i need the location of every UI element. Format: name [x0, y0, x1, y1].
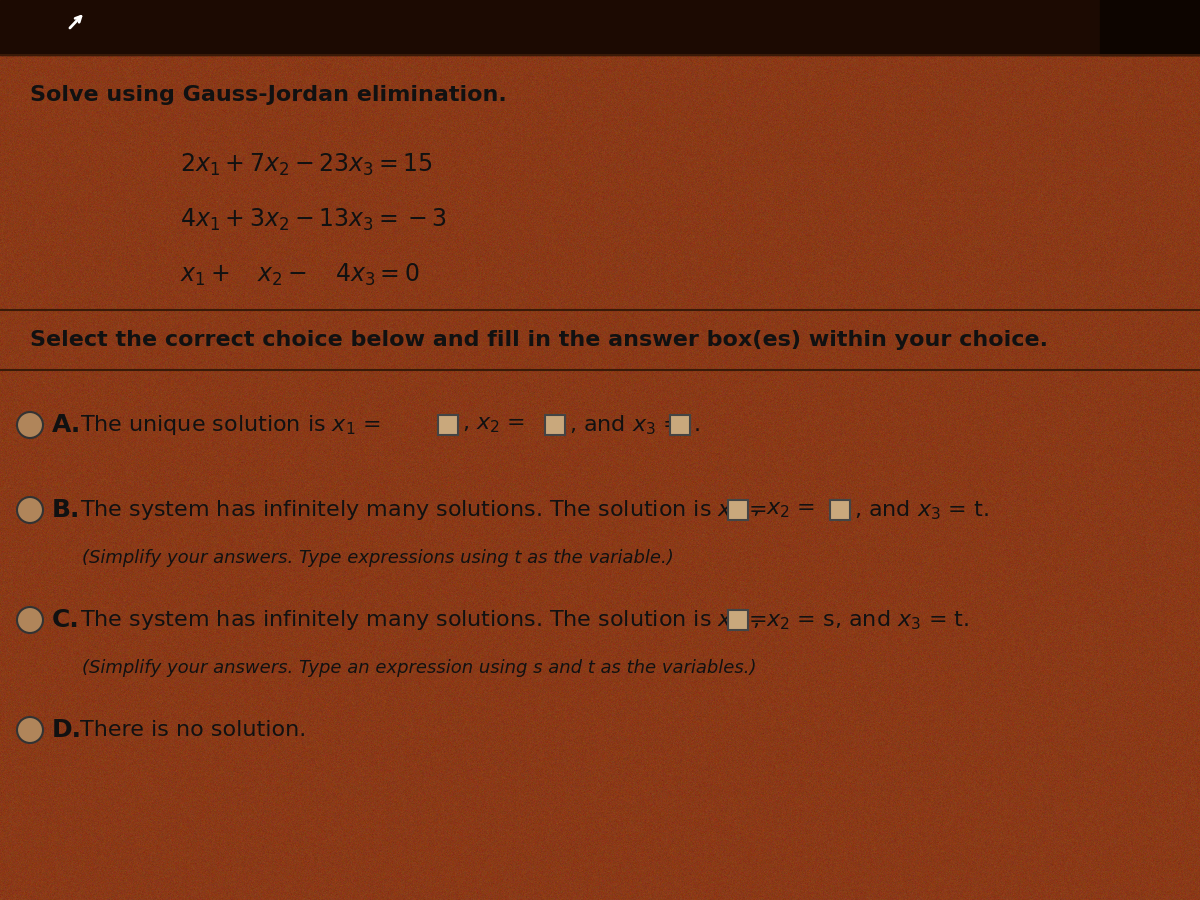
Bar: [0, 0, 1200, 55]
Bar: [1100, 0, 1200, 55]
Text: (Simplify your answers. Type an expression using s and t as the variables.): (Simplify your answers. Type an expressi…: [82, 659, 756, 677]
Text: The system has infinitely many solutions. The solution is $x_1$ =: The system has infinitely many solutions…: [80, 608, 767, 632]
Text: (Simplify your answers. Type expressions using t as the variable.): (Simplify your answers. Type expressions…: [82, 549, 673, 567]
Text: , $x_2$ =: , $x_2$ =: [752, 500, 815, 520]
FancyBboxPatch shape: [545, 415, 565, 435]
Text: There is no solution.: There is no solution.: [80, 720, 306, 740]
Circle shape: [17, 607, 43, 633]
Text: C.: C.: [52, 608, 79, 632]
Text: The system has infinitely many solutions. The solution is $x_1$ =: The system has infinitely many solutions…: [80, 498, 767, 522]
Text: .: .: [694, 415, 701, 435]
Text: D.: D.: [52, 718, 82, 742]
Text: $2x_1 + 7x_2 - 23x_3 = 15$: $2x_1 + 7x_2 - 23x_3 = 15$: [180, 152, 433, 178]
Text: , and $x_3$ =: , and $x_3$ =: [569, 413, 682, 436]
FancyBboxPatch shape: [830, 500, 850, 520]
Text: The unique solution is $x_1$ =: The unique solution is $x_1$ =: [80, 413, 380, 437]
FancyBboxPatch shape: [438, 415, 458, 435]
FancyBboxPatch shape: [728, 610, 748, 630]
Text: , $x_2$ =: , $x_2$ =: [462, 415, 526, 435]
FancyBboxPatch shape: [728, 500, 748, 520]
Text: B.: B.: [52, 498, 80, 522]
Text: $4x_1 + 3x_2 - 13x_3 = -3$: $4x_1 + 3x_2 - 13x_3 = -3$: [180, 207, 446, 233]
FancyBboxPatch shape: [670, 415, 690, 435]
Text: , and $x_3$ = t.: , and $x_3$ = t.: [854, 499, 989, 522]
Text: $x_1 + \quad x_2 - \quad 4x_3 = 0$: $x_1 + \quad x_2 - \quad 4x_3 = 0$: [180, 262, 420, 288]
Text: Select the correct choice below and fill in the answer box(es) within your choic: Select the correct choice below and fill…: [30, 330, 1048, 350]
Text: A.: A.: [52, 413, 82, 437]
Text: Solve using Gauss-Jordan elimination.: Solve using Gauss-Jordan elimination.: [30, 85, 506, 105]
Text: , $x_2$ = s, and $x_3$ = t.: , $x_2$ = s, and $x_3$ = t.: [752, 608, 970, 632]
Circle shape: [17, 717, 43, 743]
Circle shape: [17, 497, 43, 523]
Circle shape: [17, 412, 43, 438]
